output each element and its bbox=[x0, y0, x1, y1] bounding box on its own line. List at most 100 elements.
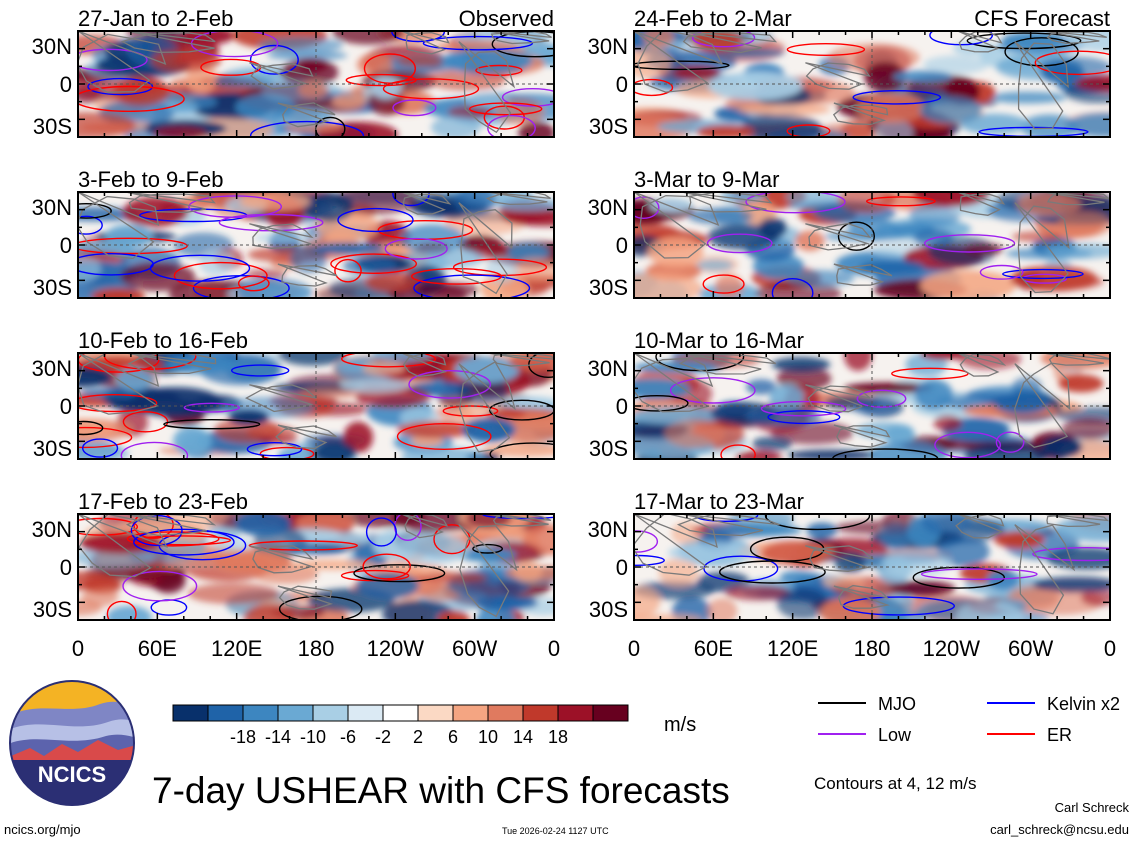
shear-blob bbox=[667, 542, 760, 563]
lon-tick-label: 60E bbox=[694, 636, 733, 661]
contour-line bbox=[760, 400, 847, 417]
contour-line bbox=[345, 73, 417, 87]
contour-line bbox=[248, 540, 358, 551]
panel-title: 27-Jan to 2-Feb bbox=[78, 6, 233, 31]
coastline bbox=[78, 353, 160, 415]
coastline bbox=[458, 524, 518, 618]
shear-blob bbox=[187, 583, 280, 605]
contour-line bbox=[719, 560, 826, 584]
colorbar-swatch bbox=[522, 704, 559, 722]
shear-blob bbox=[1011, 231, 1062, 242]
shear-blob bbox=[1056, 211, 1110, 238]
coastlines bbox=[634, 514, 1110, 615]
contour-line bbox=[487, 114, 536, 137]
panel-left-1: 30N 0 30S 27-Jan to 2-Feb Observed bbox=[32, 6, 555, 139]
shear-blob bbox=[431, 115, 481, 137]
coastline bbox=[805, 545, 874, 572]
lat-tick-label: 0 bbox=[60, 394, 72, 419]
lon-tick-label: 0 bbox=[72, 636, 84, 661]
contour-line bbox=[489, 399, 554, 421]
contour-line bbox=[767, 410, 841, 425]
colorbar-units: m/s bbox=[664, 714, 697, 736]
contour-line bbox=[392, 99, 437, 117]
lat-tick-label: 0 bbox=[616, 394, 628, 419]
shear-blob bbox=[355, 386, 431, 409]
coastline bbox=[401, 353, 448, 378]
shear-blob bbox=[964, 443, 1049, 459]
footer-email[interactable]: carl_schreck@ncsu.edu bbox=[990, 822, 1129, 837]
contour-line bbox=[249, 44, 299, 75]
contour-line bbox=[246, 442, 303, 457]
colorbar-tick-label: 2 bbox=[413, 727, 423, 747]
shear-blob bbox=[671, 521, 703, 546]
colorbar-swatch bbox=[592, 704, 629, 722]
contour-line bbox=[382, 78, 480, 100]
shear-blob bbox=[382, 600, 454, 620]
shear-blob bbox=[334, 192, 418, 215]
contour-line bbox=[702, 274, 745, 294]
logo-text: NCICS bbox=[38, 762, 106, 787]
shear-blob bbox=[728, 514, 794, 530]
contour-line bbox=[634, 395, 689, 412]
colorbar-tick-label: -6 bbox=[340, 727, 356, 747]
shear-blob bbox=[343, 255, 397, 276]
colorbar-swatch bbox=[172, 704, 209, 722]
shear-blob bbox=[634, 586, 661, 618]
shear-blob bbox=[920, 270, 1017, 298]
lat-tick-label: 0 bbox=[60, 233, 72, 258]
shear-blob bbox=[745, 379, 777, 395]
shear-blob bbox=[725, 585, 792, 601]
coastline bbox=[120, 31, 216, 54]
contour-line bbox=[413, 274, 531, 298]
shear-blob bbox=[919, 95, 982, 124]
coastline bbox=[401, 192, 452, 215]
shear-blob bbox=[228, 409, 269, 426]
coastline bbox=[125, 353, 217, 375]
footer-url[interactable]: ncics.org/mjo bbox=[4, 822, 81, 837]
coastline bbox=[487, 31, 552, 45]
coastline bbox=[1043, 353, 1110, 366]
legend-label: Low bbox=[878, 725, 912, 745]
shear-blob bbox=[820, 597, 881, 620]
lat-tick-label: 30S bbox=[33, 597, 72, 622]
coastline bbox=[277, 263, 338, 287]
shear-blob bbox=[78, 255, 101, 283]
contour-line bbox=[396, 423, 492, 451]
lat-tick-label: 0 bbox=[616, 555, 628, 580]
shear-blob bbox=[313, 442, 356, 459]
contour-line bbox=[920, 568, 1038, 580]
colorbar-tick-label: -14 bbox=[265, 727, 291, 747]
coastline bbox=[957, 31, 1003, 53]
coastline bbox=[832, 102, 889, 126]
coastline bbox=[634, 192, 720, 259]
ncics-logo: NCICS bbox=[9, 680, 135, 806]
shear-blob bbox=[512, 257, 554, 283]
coastline bbox=[277, 102, 336, 128]
coastline bbox=[634, 353, 714, 413]
contour-line bbox=[337, 207, 414, 233]
colorbar-swatch bbox=[277, 704, 314, 722]
coastline bbox=[805, 384, 871, 413]
contour-line bbox=[979, 264, 1024, 280]
panel-tag: Observed bbox=[459, 6, 554, 31]
coastline bbox=[458, 202, 513, 295]
shear-blob bbox=[859, 260, 925, 275]
coastline bbox=[634, 514, 718, 576]
contour-line bbox=[929, 31, 993, 46]
shear-blob bbox=[237, 278, 313, 298]
contour-line bbox=[334, 258, 362, 283]
lon-tick-label: 120W bbox=[367, 636, 425, 661]
main-title: 7-day USHEAR with CFS forecasts bbox=[152, 770, 730, 811]
panel-title: 3-Mar to 9-Mar bbox=[634, 167, 779, 192]
coastlines bbox=[634, 31, 1108, 130]
shear-blob bbox=[869, 440, 948, 459]
lat-tick-label: 30S bbox=[33, 114, 72, 139]
shear-blob bbox=[933, 415, 962, 432]
coastlines bbox=[78, 192, 551, 295]
lat-tick-label: 30S bbox=[589, 436, 628, 461]
shear-blob bbox=[1058, 374, 1104, 393]
shear-blob bbox=[920, 514, 972, 536]
shear-blob bbox=[339, 379, 410, 392]
shear-blob bbox=[769, 384, 804, 412]
coastline bbox=[1043, 31, 1108, 45]
